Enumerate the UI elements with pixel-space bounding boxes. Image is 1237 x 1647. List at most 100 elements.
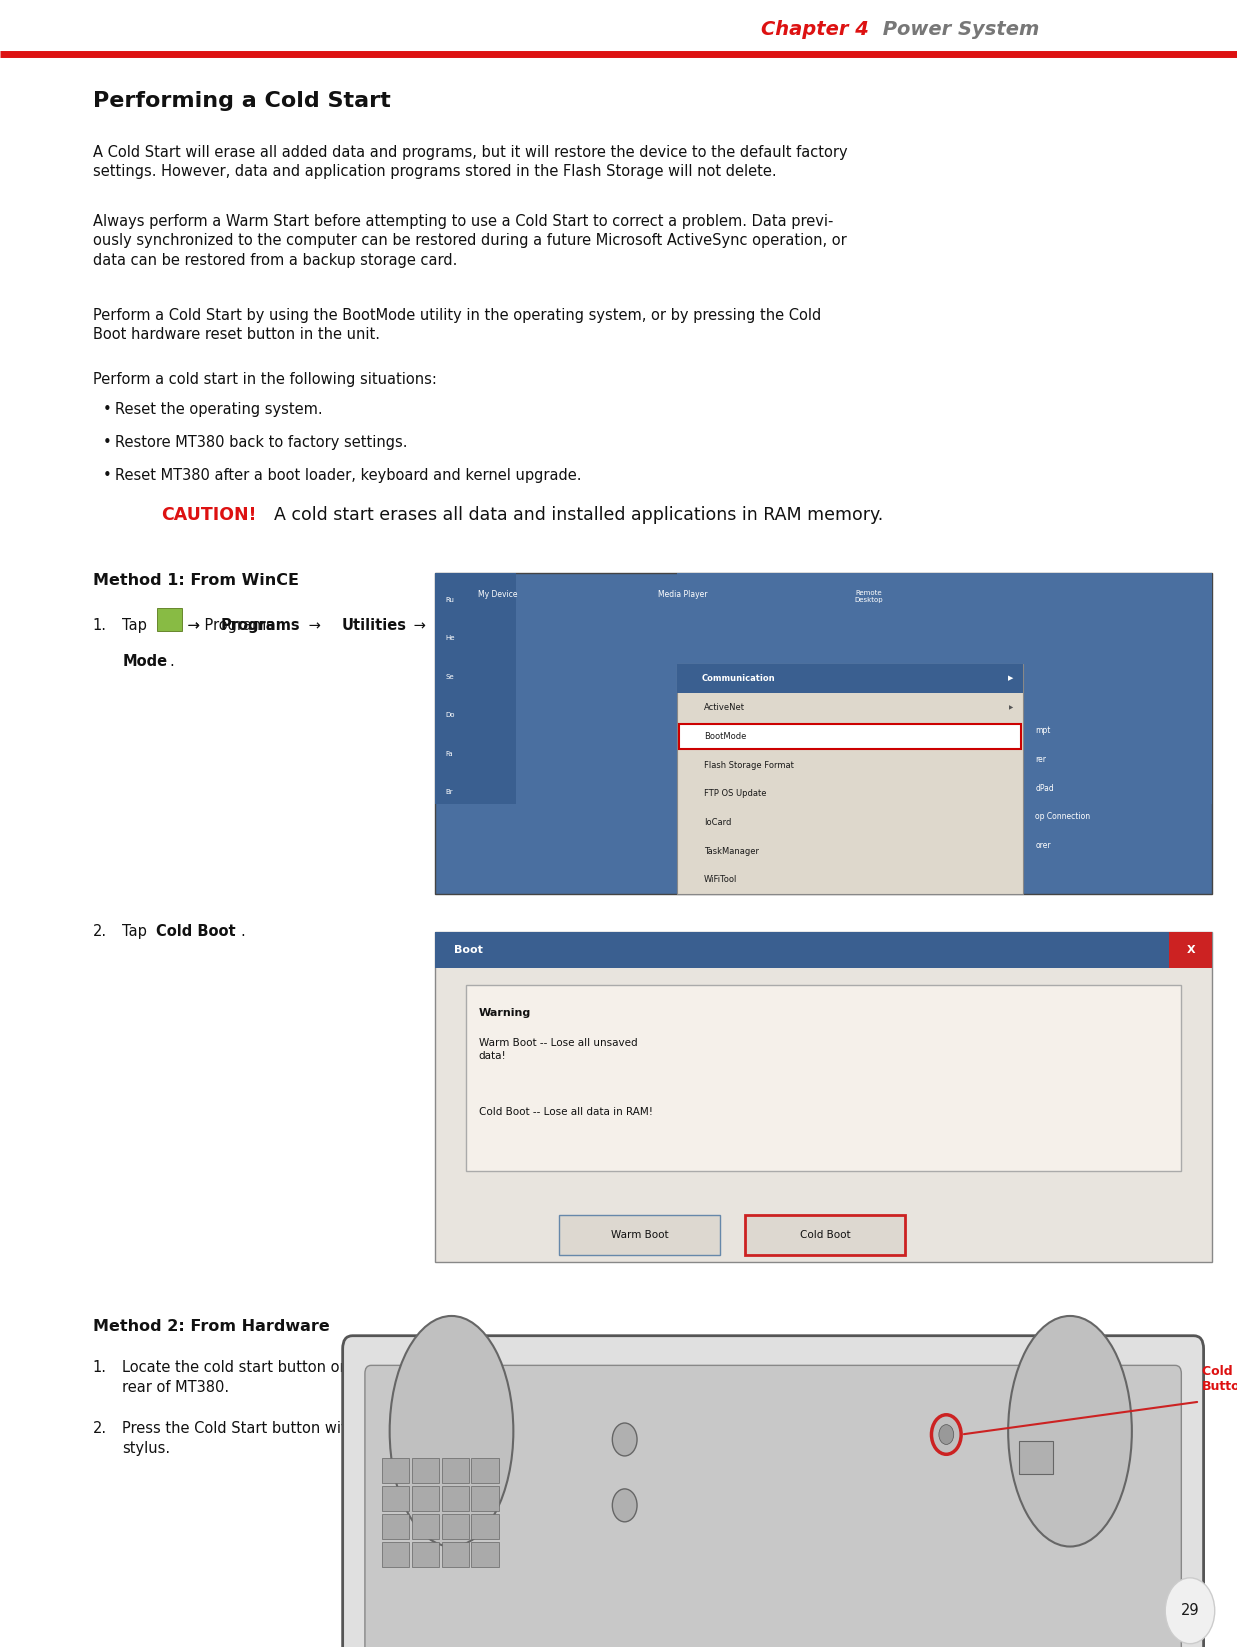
FancyBboxPatch shape [343,1336,1204,1647]
Text: Perform a Cold Start by using the BootMode utility in the operating system, or b: Perform a Cold Start by using the BootMo… [93,308,821,343]
Text: →: → [409,618,430,632]
Text: CAUTION!: CAUTION! [161,506,256,524]
Ellipse shape [1008,1316,1132,1547]
FancyBboxPatch shape [412,1459,439,1484]
Text: My Device: My Device [477,590,517,598]
Text: Warning: Warning [479,1008,531,1018]
FancyBboxPatch shape [412,1515,439,1540]
Text: 1.: 1. [93,1360,106,1375]
Circle shape [612,1423,637,1456]
FancyBboxPatch shape [442,1487,469,1512]
Text: FTP OS Update: FTP OS Update [704,789,767,799]
Circle shape [612,1489,637,1522]
FancyBboxPatch shape [382,1459,409,1484]
FancyBboxPatch shape [677,664,1023,693]
Text: Locate the cold start button on the
rear of MT380.: Locate the cold start button on the rear… [122,1360,379,1395]
Circle shape [1165,1578,1215,1644]
Text: Cold Boot: Cold Boot [800,1230,850,1240]
Text: rer: rer [1035,754,1047,764]
Text: He: He [445,636,455,641]
Text: ActiveNet: ActiveNet [704,703,745,712]
Text: 29: 29 [1180,1603,1200,1619]
FancyBboxPatch shape [471,1543,499,1568]
FancyBboxPatch shape [471,1459,499,1484]
Text: Programs: Programs [220,618,299,632]
Text: dPad: dPad [1035,784,1054,792]
FancyBboxPatch shape [471,1515,499,1540]
Text: IoCard: IoCard [704,819,731,827]
Text: Cold Boot: Cold Boot [156,924,235,939]
Text: Warm Boot -- Lose all unsaved
data!: Warm Boot -- Lose all unsaved data! [479,1038,637,1061]
Text: .: . [169,654,174,669]
FancyBboxPatch shape [382,1543,409,1568]
FancyBboxPatch shape [435,932,1212,968]
Text: op Connection: op Connection [1035,812,1091,822]
FancyBboxPatch shape [442,1515,469,1540]
Text: •: • [103,435,111,450]
Text: Power System: Power System [876,20,1039,40]
Text: orer: orer [1035,842,1051,850]
Text: Restore MT380 back to factory settings.: Restore MT380 back to factory settings. [115,435,407,450]
Text: Ru: Ru [445,598,454,603]
FancyBboxPatch shape [412,1487,439,1512]
FancyBboxPatch shape [677,573,1212,804]
Text: Br: Br [445,789,453,796]
Text: Method 2: From Hardware: Method 2: From Hardware [93,1319,329,1334]
Text: Fa: Fa [445,751,453,756]
Circle shape [931,1415,961,1454]
Text: Boot: Boot [454,945,482,955]
Text: Perform a cold start in the following situations:: Perform a cold start in the following si… [93,372,437,387]
Text: Boot-: Boot- [447,618,491,632]
Text: Tap: Tap [122,618,147,632]
Text: .: . [240,924,245,939]
Text: Mode: Mode [122,654,167,669]
Text: Se: Se [445,674,454,680]
FancyBboxPatch shape [442,1459,469,1484]
Text: Flash Storage Format: Flash Storage Format [704,761,794,769]
FancyBboxPatch shape [559,1215,720,1255]
Text: 2.: 2. [93,1421,106,1436]
FancyBboxPatch shape [157,608,182,631]
Text: mpt: mpt [1035,726,1050,735]
Text: Press the Cold Start button with a
stylus.: Press the Cold Start button with a stylu… [122,1421,370,1456]
Text: •: • [103,468,111,483]
FancyBboxPatch shape [1169,932,1212,968]
Text: Method 1: From WinCE: Method 1: From WinCE [93,573,299,588]
Text: ▶: ▶ [1009,705,1013,710]
FancyBboxPatch shape [412,1543,439,1568]
Text: Media Player: Media Player [658,590,708,598]
FancyBboxPatch shape [435,573,516,804]
FancyBboxPatch shape [471,1487,499,1512]
Text: Utilities: Utilities [341,618,407,632]
Text: →: → [183,618,204,632]
Text: 1.: 1. [93,618,106,632]
FancyBboxPatch shape [435,932,1212,1262]
Text: Communication: Communication [701,674,776,684]
Text: Reset MT380 after a boot loader, keyboard and kernel upgrade.: Reset MT380 after a boot loader, keyboar… [115,468,581,483]
FancyBboxPatch shape [1019,1441,1053,1474]
Text: WiFiTool: WiFiTool [704,876,737,884]
Text: A Cold Start will erase all added data and programs, but it will restore the dev: A Cold Start will erase all added data a… [93,145,847,180]
Text: Always perform a Warm Start before attempting to use a Cold Start to correct a p: Always perform a Warm Start before attem… [93,214,846,267]
Text: → Programs: → Programs [183,618,275,632]
Text: •: • [103,402,111,417]
Text: TaskManager: TaskManager [704,847,758,856]
Text: Warm Boot: Warm Boot [611,1230,668,1240]
Text: Chapter 4: Chapter 4 [761,20,868,40]
Text: Performing a Cold Start: Performing a Cold Start [93,91,391,110]
Text: BootMode: BootMode [704,731,746,741]
Text: ▶: ▶ [1008,675,1013,682]
Text: Tap: Tap [122,924,147,939]
FancyBboxPatch shape [442,1543,469,1568]
Text: Cold Boot -- Lose all data in RAM!: Cold Boot -- Lose all data in RAM! [479,1107,653,1117]
Circle shape [939,1425,954,1444]
FancyBboxPatch shape [679,723,1021,749]
FancyBboxPatch shape [745,1215,905,1255]
Text: Do: Do [445,713,455,718]
FancyBboxPatch shape [365,1365,1181,1647]
FancyBboxPatch shape [382,1515,409,1540]
FancyBboxPatch shape [382,1487,409,1512]
FancyBboxPatch shape [466,985,1181,1171]
Text: A cold start erases all data and installed applications in RAM memory.: A cold start erases all data and install… [263,506,883,524]
Text: 2.: 2. [93,924,106,939]
